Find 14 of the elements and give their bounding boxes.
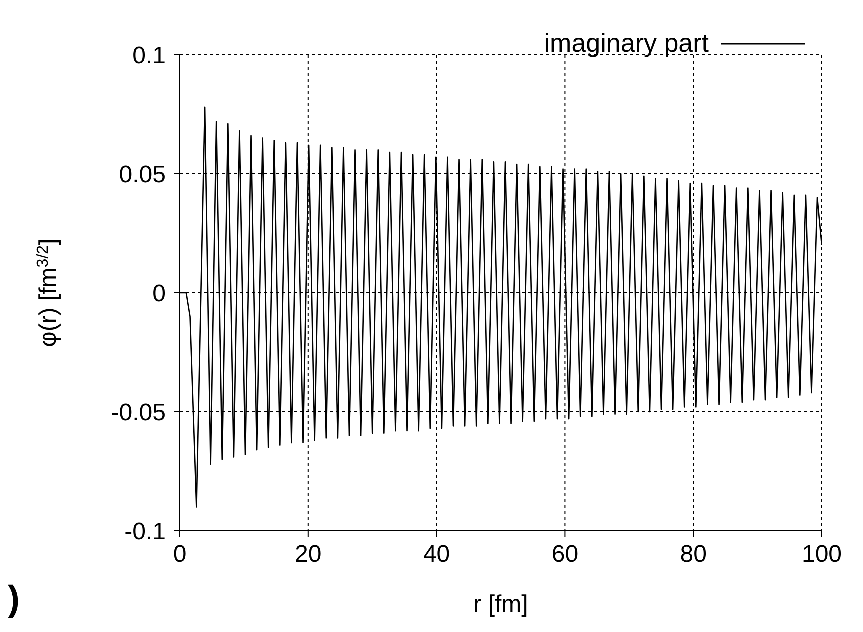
x-tick-label: 100 [802,541,842,568]
x-tick-label: 60 [552,541,579,568]
x-tick-label: 40 [423,541,450,568]
x-axis-title: r [fm] [474,591,528,618]
y-tick-label: -0.1 [124,518,166,546]
y-tick-label: 0 [152,280,166,308]
y-tick-label: 0.05 [119,162,166,189]
y-tick-label: 0.1 [132,42,166,70]
text: ) [8,578,20,620]
legend-label: imaginary part [544,28,709,59]
y-tick-label: -0.05 [111,400,166,427]
x-tick-label: 0 [173,541,187,568]
x-tick-label: 80 [680,541,707,568]
x-tick-label: 20 [295,541,322,568]
